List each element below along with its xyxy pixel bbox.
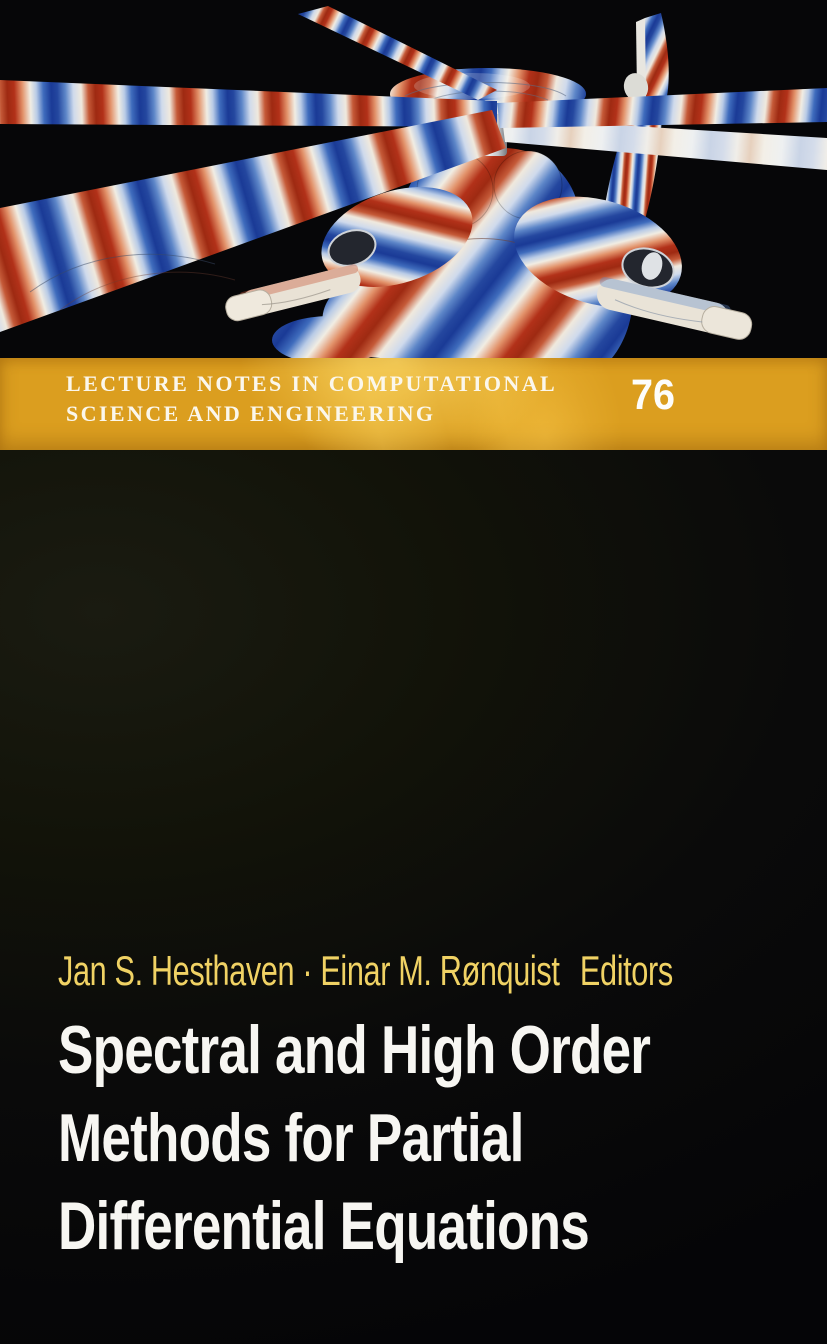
book-title-line1: Spectral and High Order [58, 1012, 651, 1088]
blade-right [497, 88, 827, 128]
series-title: LECTURE NOTES IN COMPUTATIONAL SCIENCE A… [66, 369, 557, 429]
blade-top [298, 6, 497, 100]
series-title-line1: LECTURE NOTES IN COMPUTATIONAL [66, 371, 558, 396]
engine-nacelles [321, 187, 682, 308]
series-volume-number: 76 [631, 371, 676, 419]
editors-line: Jan S. Hesthaven · Einar M. Rønquist Edit… [58, 947, 673, 995]
rotor-blades [0, 6, 827, 332]
editors-role-label: Editors [579, 947, 673, 994]
blade-mid-right [502, 118, 827, 170]
book-title: Spectral and High Order Methods for Part… [58, 1006, 651, 1270]
cover-lower-area: Jan S. Hesthaven · Einar M. Rønquist Edit… [0, 450, 827, 1344]
helicopter-cfd-illustration [0, 0, 827, 358]
blade-upper-left [0, 80, 497, 127]
book-title-line3: Differential Equations [58, 1188, 590, 1264]
stub-wings [225, 264, 753, 358]
editor-names: Jan S. Hesthaven · Einar M. Rønquist [58, 947, 560, 994]
series-band: LECTURE NOTES IN COMPUTATIONAL SCIENCE A… [0, 358, 827, 450]
blade-lower-left [0, 110, 506, 332]
series-title-line2: SCIENCE AND ENGINEERING [66, 401, 436, 426]
book-title-line2: Methods for Partial [58, 1100, 524, 1176]
